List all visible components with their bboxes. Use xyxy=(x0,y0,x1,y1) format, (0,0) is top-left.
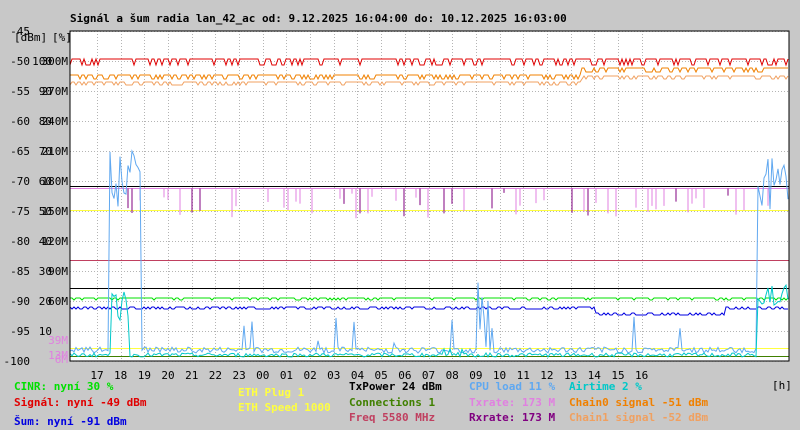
y-tick-pct: 30 xyxy=(39,265,52,278)
x-tick-hour: 02 xyxy=(303,369,316,382)
y-tick-dbm: -80 xyxy=(10,235,30,248)
y-tick-dbm: -50 xyxy=(10,55,30,68)
x-tick-hour: 05 xyxy=(375,369,388,382)
y-tick-rate-small: 13M xyxy=(48,349,68,362)
y-tick-rate: 240M xyxy=(42,115,69,128)
series-cinr xyxy=(70,297,789,301)
series-layer xyxy=(69,57,789,359)
y-tick-pct: 60 xyxy=(39,175,52,188)
x-tick-hour: 10 xyxy=(493,369,506,382)
y-tick-dbm: -75 xyxy=(10,205,30,218)
x-tick-hour: 21 xyxy=(185,369,198,382)
y-tick-rate: 180M xyxy=(42,175,69,188)
x-tick-hour: 03 xyxy=(327,369,340,382)
x-tick-hour: 06 xyxy=(398,369,411,382)
y-tick-pct: 100 xyxy=(32,55,52,68)
y-tick-rate: 120M xyxy=(42,235,69,248)
x-tick-hour: 22 xyxy=(209,369,222,382)
y-tick-rate: 60M xyxy=(48,295,68,308)
unit-dbm-label: [dBm] xyxy=(14,31,47,44)
unit-pct-label: [%] xyxy=(52,31,72,44)
y-tick-rate-small: 6M xyxy=(55,353,69,366)
legend-airtime: Airtime 2 % xyxy=(569,380,642,393)
y-tick-dbm: -100 xyxy=(4,355,31,368)
legend-cinr: CINR: nyní 30 % xyxy=(14,380,114,393)
series-cpu xyxy=(69,149,789,355)
x-tick-hour: 13 xyxy=(564,369,577,382)
y-tick-rate: 90M xyxy=(48,265,68,278)
y-tick-rate: 270M xyxy=(42,85,69,98)
y-tick-rate: 210M xyxy=(42,145,69,158)
x-tick-hour: 18 xyxy=(114,369,127,382)
legend-txrate: Txrate: 173 M xyxy=(469,396,555,409)
y-tick-dbm: -90 xyxy=(10,295,30,308)
y-tick-dbm: -55 xyxy=(10,85,30,98)
x-tick-hour: 16 xyxy=(635,369,648,382)
legend-cpu: CPU load 11 % xyxy=(469,380,555,393)
x-tick-hour: 00 xyxy=(256,369,269,382)
y-tick-pct: 90 xyxy=(39,85,52,98)
y-tick-dbm: -65 xyxy=(10,145,30,158)
chart-title: Signál a šum radia lan_42_ac od: 9.12.20… xyxy=(70,12,567,25)
y-tick-dbm: -95 xyxy=(10,325,30,338)
plot-frame xyxy=(69,30,790,362)
y-tick-pct: 70 xyxy=(39,145,52,158)
legend-eth-plug: ETH Plug 1 xyxy=(238,386,305,399)
y-tick-dbm: -45 xyxy=(10,25,30,38)
x-tick-hour: 19 xyxy=(138,369,151,382)
series-airtime xyxy=(69,283,789,359)
x-tick-hour: 14 xyxy=(588,369,602,382)
y-tick-pct: 40 xyxy=(39,235,52,248)
y-tick-dbm: -60 xyxy=(10,115,30,128)
series-chain1 xyxy=(69,75,789,86)
x-tick-hour: 11 xyxy=(517,369,530,382)
x-tick-hour: 04 xyxy=(351,369,365,382)
legend-txpower: TxPower 24 dBm xyxy=(349,380,442,393)
x-tick-hour: 17 xyxy=(90,369,103,382)
x-tick-hour: 01 xyxy=(280,369,293,382)
y-tick-rate: 150M xyxy=(42,205,69,218)
legend-chain1: Chain1 signal -52 dBm xyxy=(569,411,708,424)
series-chain0 xyxy=(70,66,788,81)
x-tick-hour: 07 xyxy=(422,369,435,382)
x-axis-labels: 17 18 19 20 21 22 23 00 01 02 03 04 05 06 07 08 09 10 11 12… xyxy=(90,369,648,382)
y-tick-rate-small: 39M xyxy=(48,334,68,347)
x-tick-hour: 08 xyxy=(446,369,459,382)
y-tick-dbm: -85 xyxy=(10,265,30,278)
y-tick-dbm: -70 xyxy=(10,175,30,188)
x-tick-hour: 15 xyxy=(611,369,624,382)
x-tick-hour: 23 xyxy=(232,369,245,382)
legend-chain0: Chain0 signal -51 dBm xyxy=(569,396,708,409)
y-tick-pct: 50 xyxy=(39,205,52,218)
y-axis-labels: -45 -50 -55 -60 -65 -70 -75 -80 -85 -90 -95 -100 100… xyxy=(4,25,69,368)
y-tick-rate: 300M xyxy=(42,55,69,68)
y-tick-pct: 80 xyxy=(39,115,52,128)
x-tick-hour: 09 xyxy=(469,369,482,382)
legend-freq: Freq 5580 MHz xyxy=(349,411,435,424)
x-tick-hour: 20 xyxy=(161,369,174,382)
legend-connections: Connections 1 xyxy=(349,396,435,409)
series-signal xyxy=(69,57,789,67)
legend-eth-speed: ETH Speed 1000 xyxy=(238,401,331,414)
y-tick-pct: 10 xyxy=(39,325,52,338)
unit-h-label: [h] xyxy=(772,379,792,392)
y-tick-pct: 20 xyxy=(39,295,52,308)
legend-rxrate: Rxrate: 173 M xyxy=(469,411,555,424)
legend-noise: Šum: nyní -91 dBm xyxy=(14,415,127,428)
legend-signal: Signál: nyní -49 dBm xyxy=(14,396,147,409)
series-noise xyxy=(69,306,788,316)
legend: CINR: nyní 30 % Signál: nyní -49 dBm Šum… xyxy=(14,380,708,428)
x-tick-hour: 12 xyxy=(540,369,553,382)
